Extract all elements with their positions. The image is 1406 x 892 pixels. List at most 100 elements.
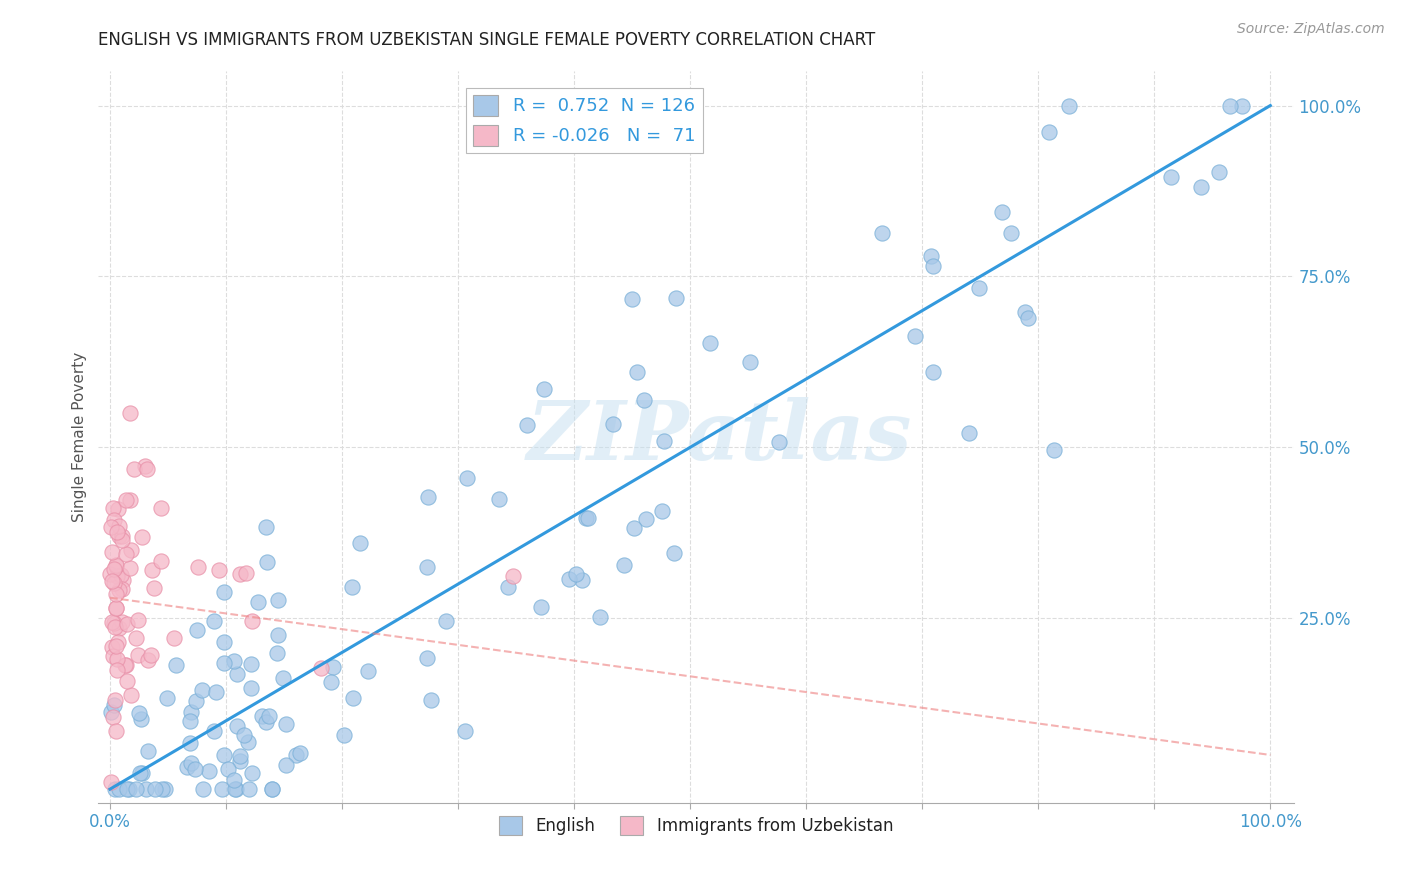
Point [322,660,344,674]
Point [100,615,122,629]
Text: ENGLISH VS IMMIGRANTS FROM UZBEKISTAN SINGLE FEMALE POVERTY CORRELATION CHART: ENGLISH VS IMMIGRANTS FROM UZBEKISTAN SI… [98,31,876,49]
Point [212,634,235,648]
Point [454,724,477,739]
Point [225,666,247,681]
Point [115,658,138,673]
Point [111,533,134,547]
Point [179,714,201,728]
Point [1219,98,1241,112]
Point [105,663,128,677]
Point [457,471,479,485]
Point [115,493,138,508]
Point [115,673,138,688]
Point [1160,169,1182,184]
Point [266,646,288,660]
Point [222,772,245,787]
Point [110,529,132,543]
Point [100,519,122,533]
Point [125,631,148,645]
Point [135,782,157,797]
Point [240,657,263,672]
Point [332,728,354,742]
Point [108,621,131,635]
Point [103,616,125,631]
Point [212,656,235,670]
Point [340,580,363,594]
Point [571,573,593,587]
Point [217,763,239,777]
Point [496,580,519,594]
Point [104,587,127,601]
Point [139,648,162,662]
Point [1189,180,1212,194]
Point [222,654,245,668]
Point [107,634,129,648]
Point [115,782,138,797]
Point [235,566,257,580]
Point [870,226,893,240]
Point [613,558,636,572]
Point [1232,98,1254,112]
Point [651,504,673,518]
Point [103,649,125,664]
Point [254,714,277,729]
Point [184,762,207,776]
Point [104,724,127,739]
Text: ZIPatlas: ZIPatlas [527,397,912,477]
Point [117,782,139,797]
Point [652,434,675,448]
Point [107,525,129,540]
Point [101,544,124,558]
Point [212,585,235,599]
Point [100,574,122,588]
Point [620,292,643,306]
Point [236,735,259,749]
Point [214,747,236,762]
Y-axis label: Single Female Poverty: Single Female Poverty [72,352,87,522]
Point [415,560,437,574]
Point [565,567,588,582]
Point [100,640,122,654]
Point [558,572,581,586]
Point [699,335,721,350]
Point [260,782,283,797]
Point [205,684,228,698]
Point [114,658,136,673]
Point [271,672,294,686]
Point [100,705,122,719]
Point [187,559,209,574]
Point [150,782,173,797]
Point [922,365,945,379]
Point [260,782,283,797]
Point [920,249,942,263]
Point [179,736,201,750]
Point [118,493,141,508]
Point [288,746,311,760]
Point [202,724,225,739]
Point [100,775,122,789]
Point [239,681,262,695]
Point [633,393,655,408]
Point [136,744,159,758]
Point [125,782,148,797]
Point [118,561,141,575]
Point [108,583,131,598]
Point [163,631,186,645]
Point [127,648,149,662]
Point [104,601,127,615]
Point [190,682,212,697]
Point [229,748,252,763]
Point [127,613,149,627]
Point [143,582,166,596]
Point [141,563,163,577]
Point [118,406,141,420]
Point [184,694,207,708]
Point [115,547,138,561]
Point [267,628,290,642]
Point [1017,310,1039,325]
Point [104,620,127,634]
Point [578,511,600,525]
Point [112,573,135,587]
Point [108,782,131,797]
Point [153,782,176,797]
